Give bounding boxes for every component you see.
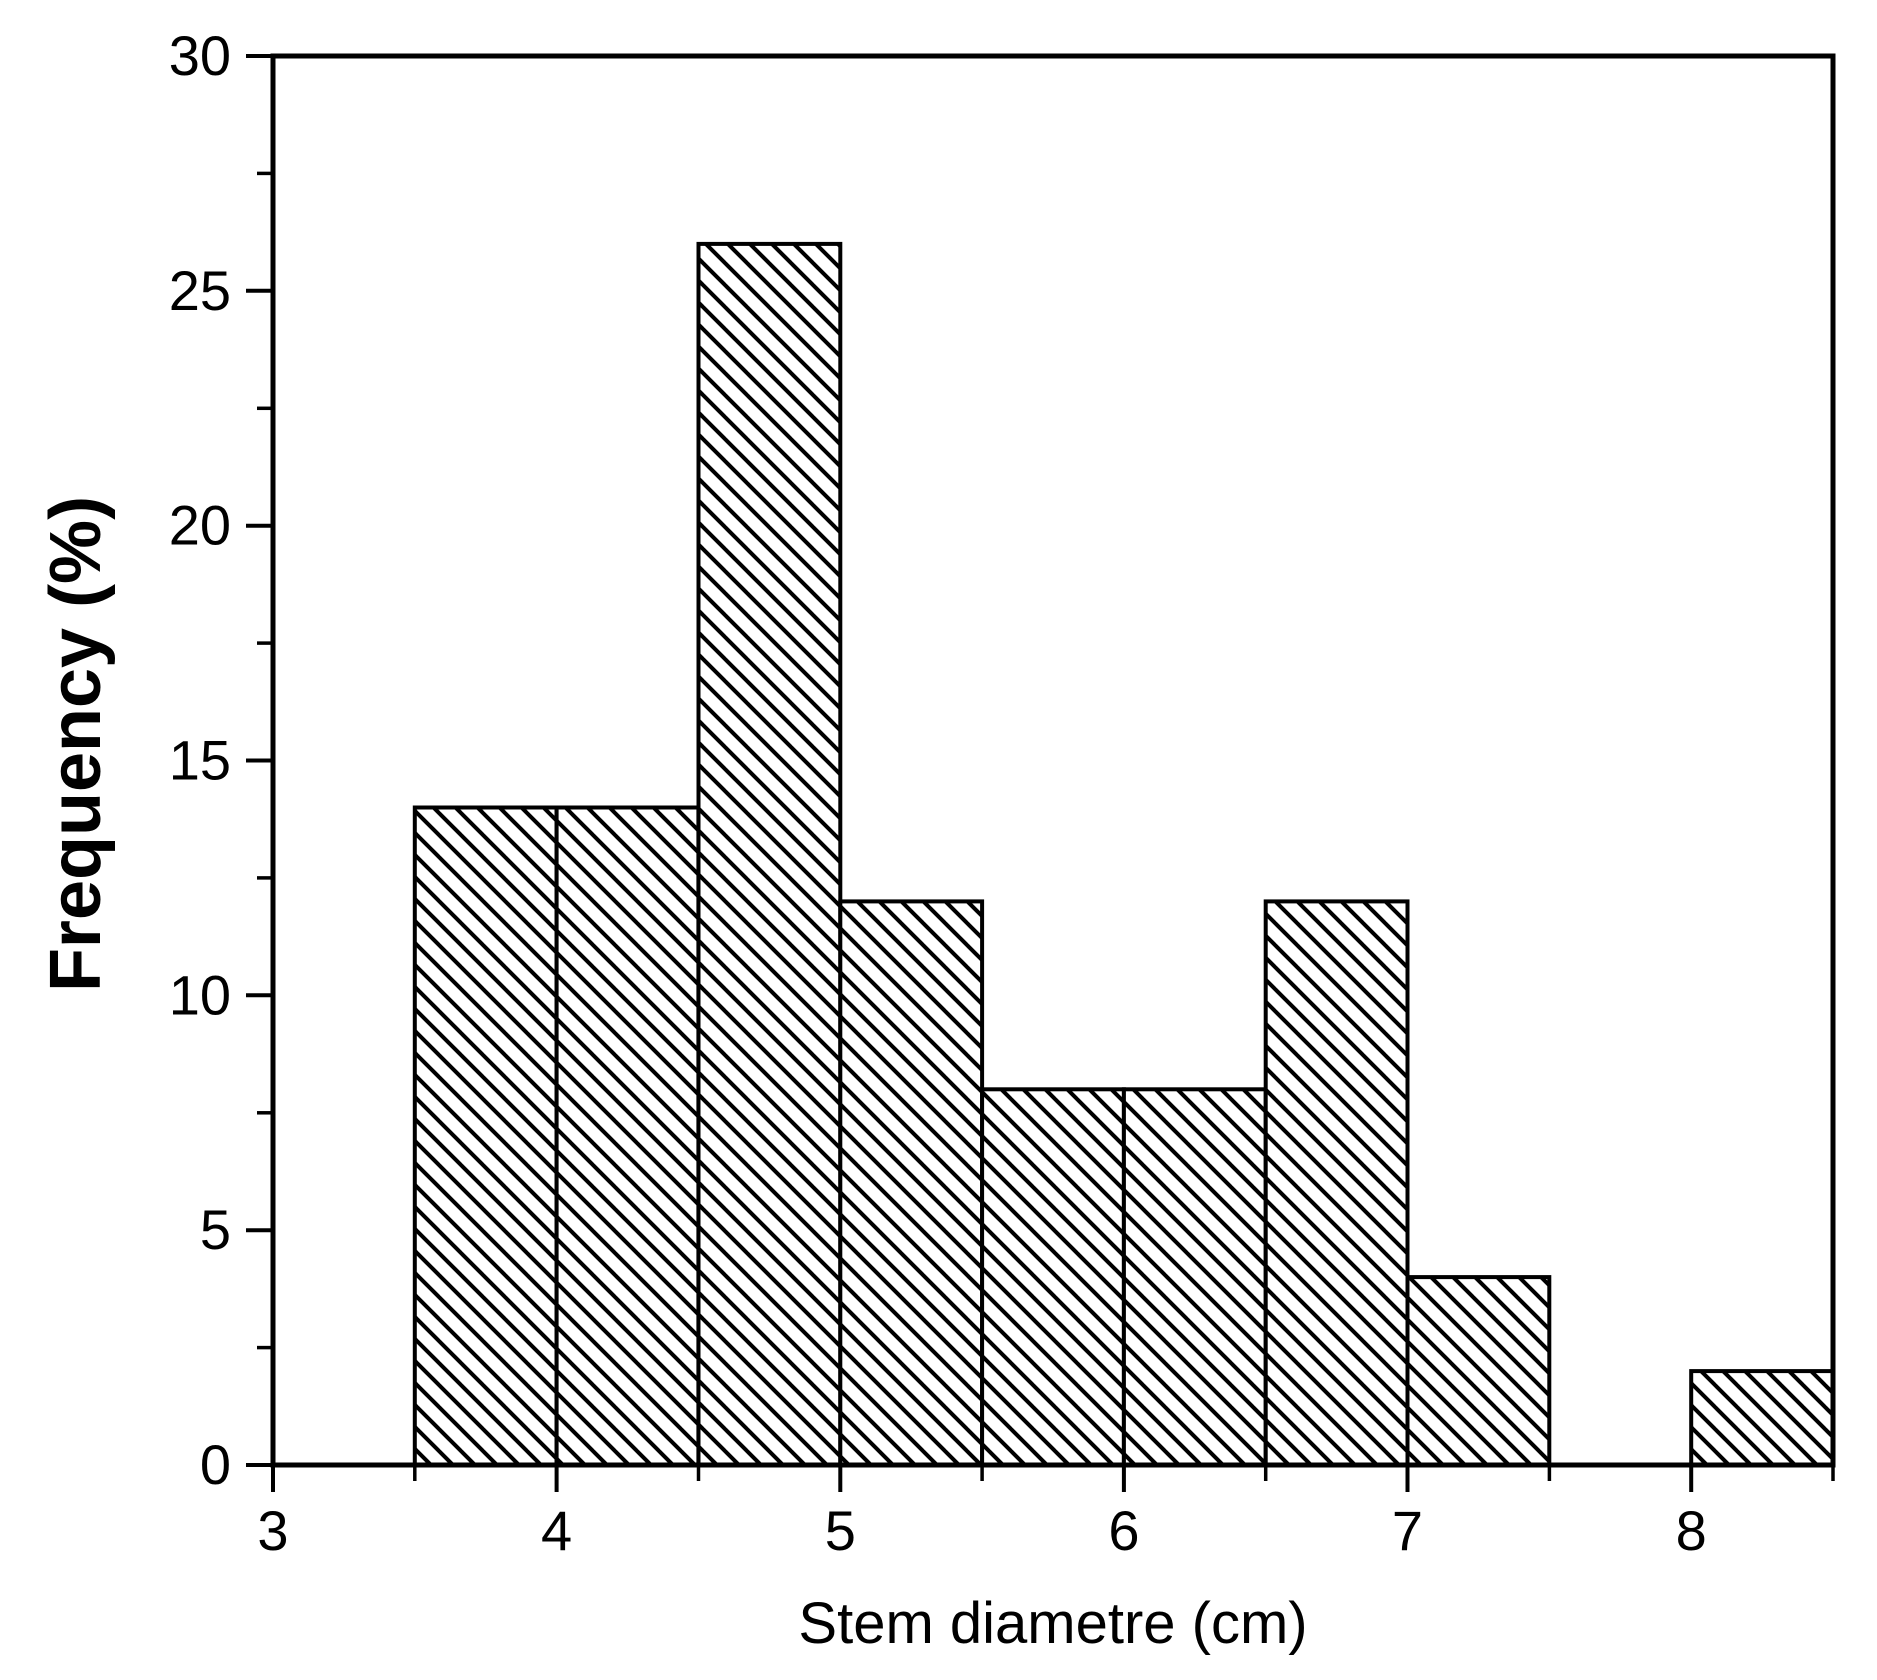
histogram-bar	[838, 899, 985, 1467]
y-tick-label: 0	[200, 1433, 231, 1496]
histogram-bar	[412, 805, 559, 1467]
histogram-bar	[1263, 899, 1410, 1467]
histogram-bar	[554, 805, 701, 1467]
axis-ticks	[246, 54, 1835, 1492]
x-tick-label: 7	[1392, 1499, 1423, 1562]
x-tick-label: 5	[825, 1499, 856, 1562]
tick-labels: 3 4 5 6 7 8 0 5 10 15 20 25 30	[169, 24, 1707, 1562]
y-tick-label: 25	[169, 259, 231, 322]
y-tick-label: 30	[169, 24, 231, 87]
x-tick-label: 6	[1108, 1499, 1139, 1562]
y-tick-label: 20	[169, 494, 231, 557]
y-tick-label: 5	[200, 1198, 231, 1261]
histogram-bar	[696, 241, 843, 1467]
y-tick-label: 15	[169, 729, 231, 792]
x-tick-label: 8	[1676, 1499, 1707, 1562]
histogram-bar	[1405, 1275, 1552, 1467]
histogram-bar	[980, 1087, 1126, 1468]
x-tick-label: 4	[541, 1499, 572, 1562]
histogram-bar	[1121, 1087, 1268, 1468]
histogram-bar	[1689, 1369, 1835, 1467]
y-axis-title: Frequency (%)	[36, 496, 116, 992]
bars-group	[412, 241, 1835, 1468]
y-tick-label: 10	[169, 963, 231, 1026]
x-axis-title: Stem diametre (cm)	[798, 1591, 1307, 1656]
x-tick-label: 3	[257, 1499, 288, 1562]
